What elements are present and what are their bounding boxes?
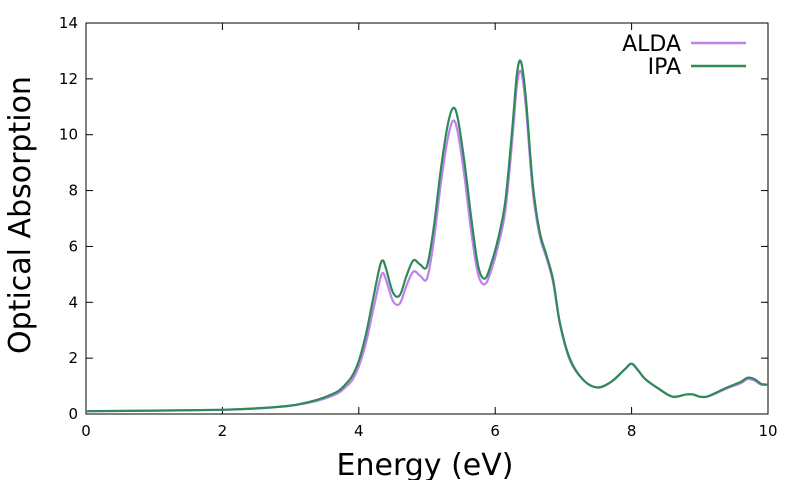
x-tick-label: 2	[218, 422, 228, 440]
series-layer	[85, 59, 769, 413]
series-line-alda	[85, 69, 769, 413]
plot-border	[85, 22, 769, 415]
x-tick-label: 8	[627, 422, 637, 440]
y-tick-label: 6	[68, 237, 78, 255]
x-tick-label: 0	[81, 422, 91, 440]
x-axis-ticks: 0 2 4 6 8 10	[81, 23, 778, 440]
y-tick-label: 10	[59, 126, 78, 144]
x-tick-label: 6	[490, 422, 500, 440]
series-line-ipa	[85, 59, 769, 413]
x-tick-label: 10	[758, 422, 777, 440]
plot-frame	[85, 22, 769, 415]
x-tick-label: 4	[354, 422, 364, 440]
y-tick-label: 2	[68, 349, 78, 367]
x-axis-title: Energy (eV)	[337, 448, 514, 480]
y-axis-ticks: 0 2 4 6 8 10 12 14	[59, 14, 768, 423]
y-tick-label: 8	[68, 182, 78, 200]
y-tick-label: 12	[59, 70, 78, 88]
y-tick-label: 0	[68, 405, 78, 423]
y-tick-label: 4	[68, 293, 78, 311]
legend-label-alda: ALDA	[622, 32, 681, 57]
legend-label-ipa: IPA	[648, 55, 681, 80]
y-tick-label: 14	[59, 14, 78, 32]
y-axis-title: Optical Absorption	[3, 76, 38, 354]
